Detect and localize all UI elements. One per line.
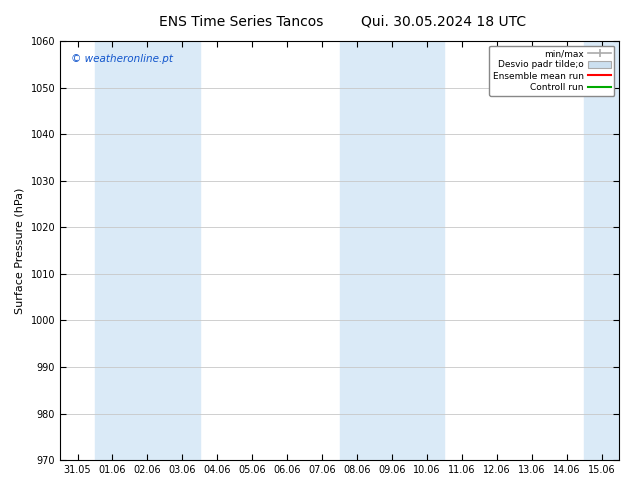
Y-axis label: Surface Pressure (hPa): Surface Pressure (hPa) [15,187,25,314]
Bar [95,41,200,460]
Bar [584,41,634,460]
Text: © weatheronline.pt: © weatheronline.pt [71,53,173,64]
Legend: min/max, Desvio padr tilde;o, Ensemble mean run, Controll run: min/max, Desvio padr tilde;o, Ensemble m… [489,46,614,96]
Text: Qui. 30.05.2024 18 UTC: Qui. 30.05.2024 18 UTC [361,15,526,29]
Bar [340,41,444,460]
Text: ENS Time Series Tancos: ENS Time Series Tancos [158,15,323,29]
